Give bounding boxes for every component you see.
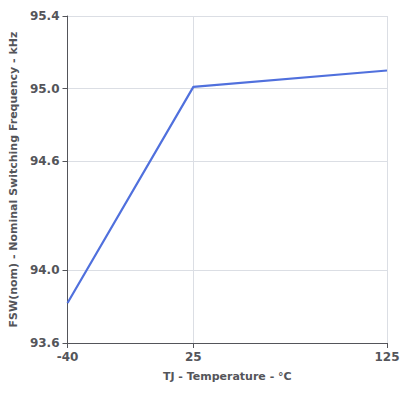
svg-text:95.0: 95.0 <box>30 82 60 96</box>
svg-text:94.6: 94.6 <box>30 154 60 168</box>
svg-text:-40: -40 <box>57 350 79 364</box>
svg-text:95.4: 95.4 <box>30 9 60 23</box>
svg-text:94.0: 94.0 <box>30 263 60 277</box>
svg-text:125: 125 <box>374 350 399 364</box>
svg-text:TJ - Temperature - °C: TJ - Temperature - °C <box>163 370 292 383</box>
svg-text:93.6: 93.6 <box>30 336 60 350</box>
svg-text:25: 25 <box>185 350 202 364</box>
svg-text:FSW(nom) - Nominal Switching F: FSW(nom) - Nominal Switching Frequency -… <box>7 32 20 328</box>
